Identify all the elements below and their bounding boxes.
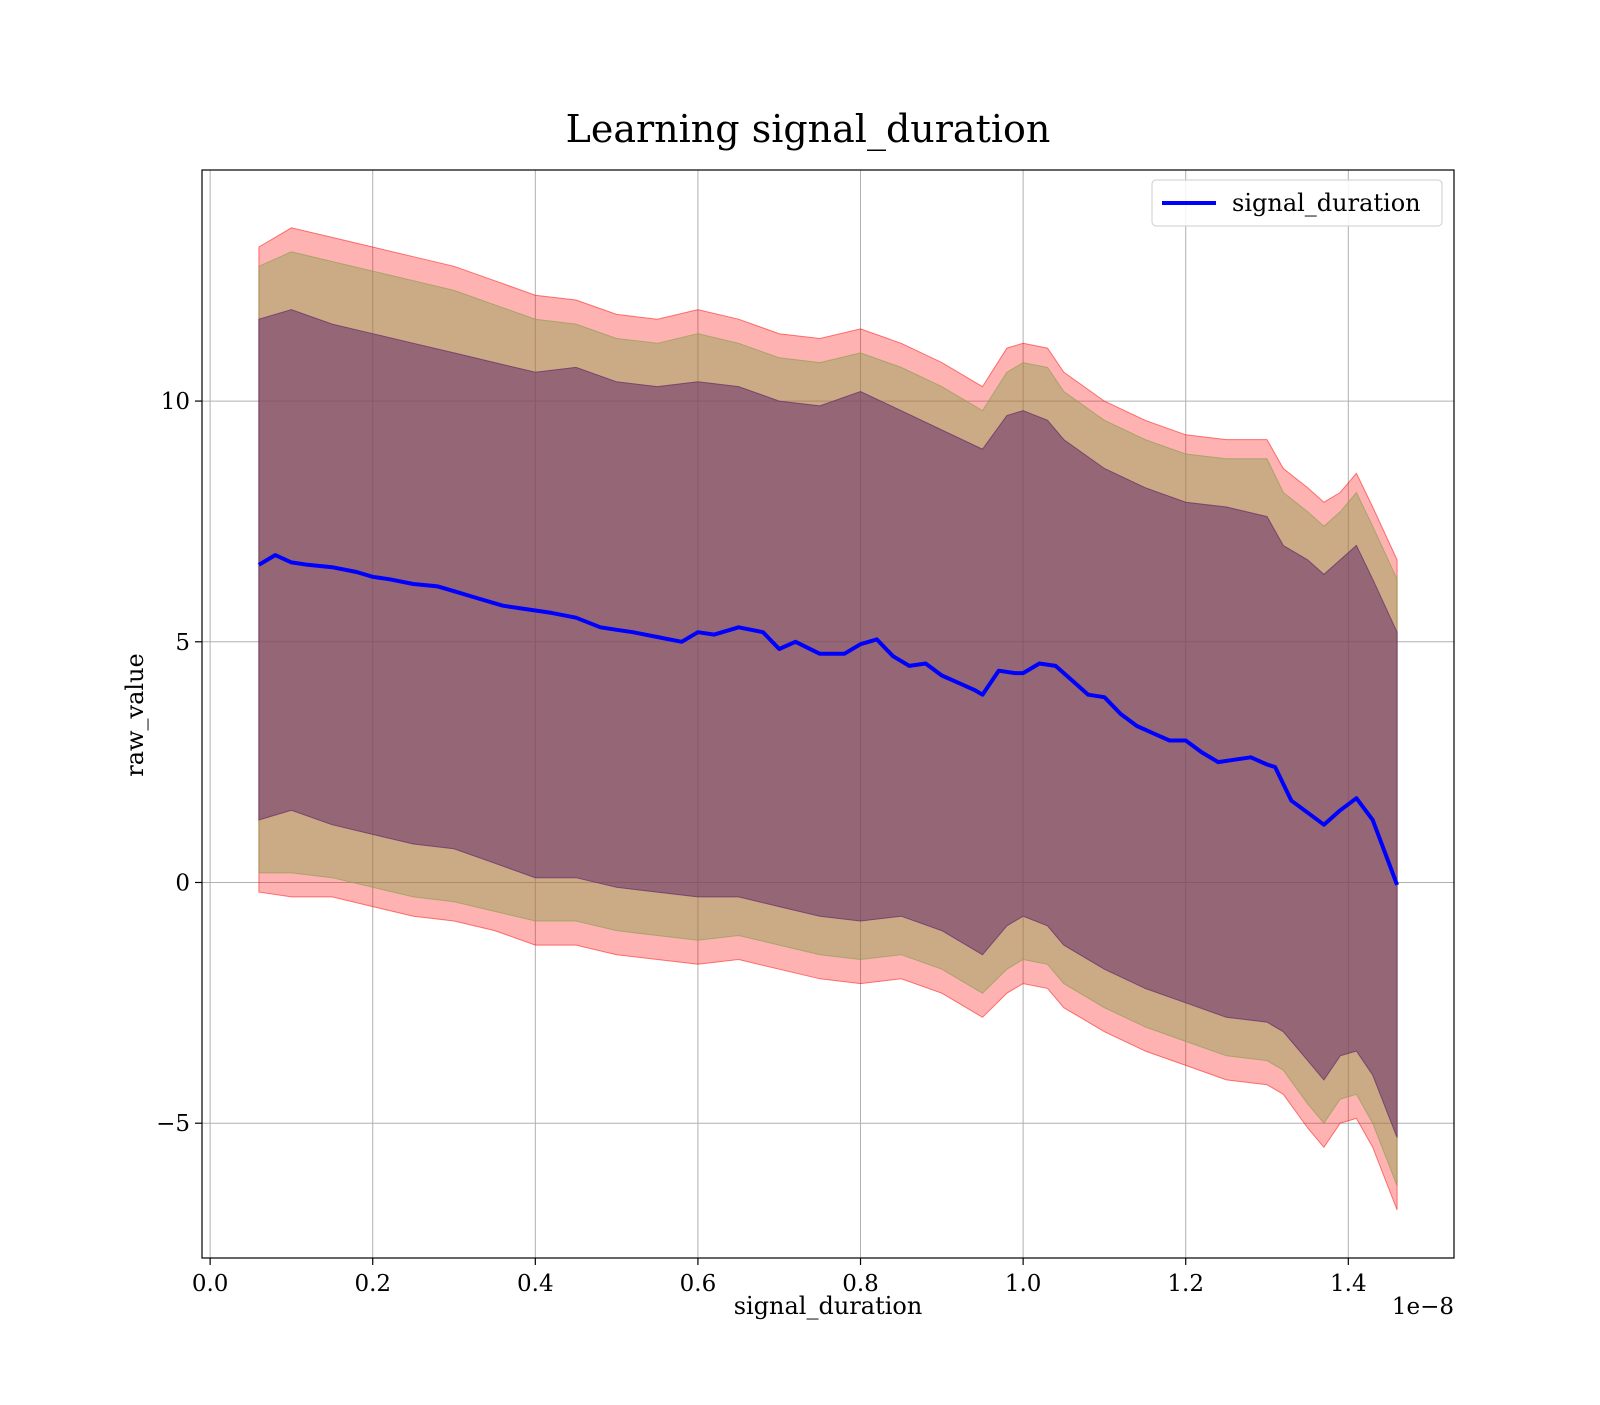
- legend-label: signal_duration: [1232, 189, 1421, 217]
- y-tick-label: 10: [161, 389, 190, 415]
- y-tick-label: 0: [175, 870, 190, 896]
- ticks: 0.0 0.2 0.4 0.6 0.8 1.0 1.2 1.4 −5 0 5 10: [156, 389, 1367, 1297]
- x-tick-label: 0.4: [517, 1271, 554, 1297]
- plot-frame: [201, 169, 1455, 1259]
- series-line-0: [257, 553, 1399, 886]
- x-tick-label: 1.0: [1005, 1271, 1042, 1297]
- y-axis-label: raw_value: [121, 653, 149, 777]
- x-tick-label: 0.2: [354, 1271, 391, 1297]
- legend-box: [1151, 179, 1443, 227]
- band-inner: [258, 309, 1398, 1138]
- y-tick-label: −5: [156, 1111, 190, 1137]
- series-lines: [257, 553, 1399, 886]
- x-tick-label: 0.8: [842, 1271, 879, 1297]
- x-tick-label: 1.4: [1330, 1271, 1367, 1297]
- x-tick-label: 0.6: [680, 1271, 717, 1297]
- chart-title: Learning signal_duration: [566, 107, 1051, 152]
- x-tick-label: 1.2: [1167, 1271, 1204, 1297]
- legend: signal_duration: [1151, 179, 1443, 227]
- y-tick-label: 5: [175, 630, 190, 656]
- x-offset-label: 1e−8: [1392, 1294, 1454, 1320]
- bands: [258, 227, 1398, 1211]
- x-tick-label: 0.0: [192, 1271, 229, 1297]
- x-axis-label: signal_duration: [734, 1292, 923, 1320]
